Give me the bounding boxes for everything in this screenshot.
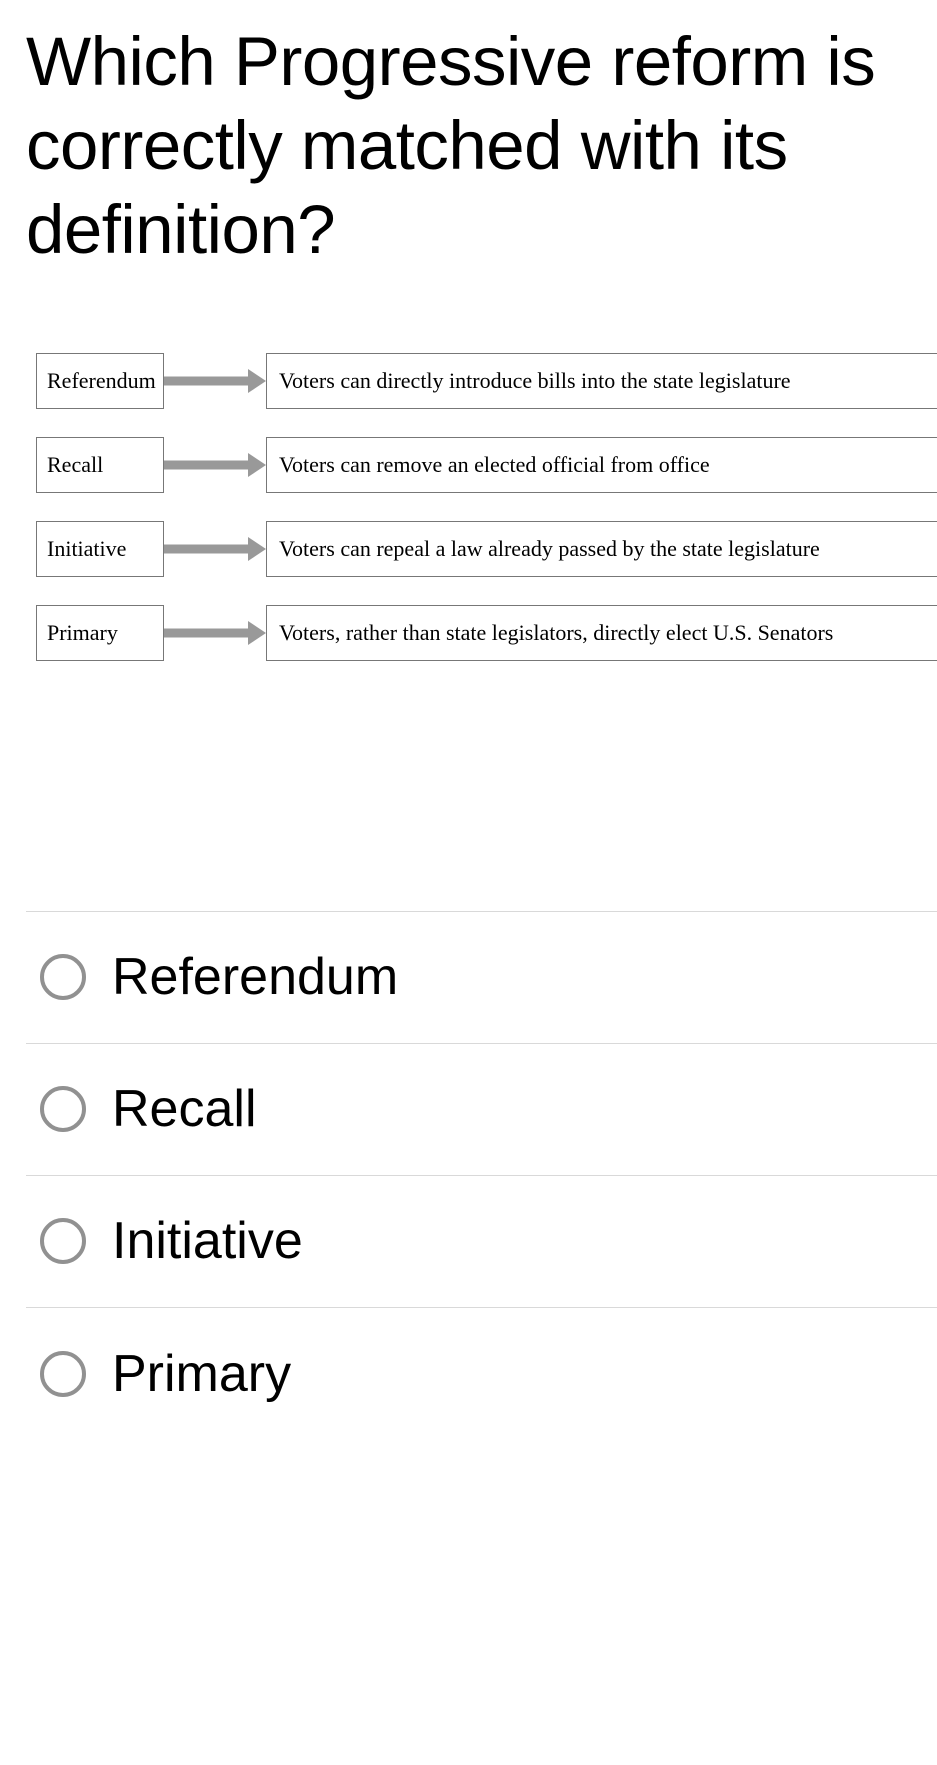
- term-box-recall: Recall: [36, 437, 164, 493]
- arrow-icon: [164, 605, 266, 661]
- term-box-referendum: Referendum: [36, 353, 164, 409]
- answer-options: Referendum Recall Initiative Primary: [26, 911, 937, 1440]
- definition-box: Voters can remove an elected official fr…: [266, 437, 937, 493]
- option-primary[interactable]: Primary: [26, 1308, 937, 1440]
- radio-icon[interactable]: [40, 1351, 86, 1397]
- option-initiative[interactable]: Initiative: [26, 1176, 937, 1308]
- diagram-row: Referendum Voters can directly introduce…: [36, 353, 937, 409]
- radio-icon[interactable]: [40, 1086, 86, 1132]
- option-referendum[interactable]: Referendum: [26, 912, 937, 1044]
- diagram-row: Primary Voters, rather than state legisl…: [36, 605, 937, 661]
- arrow-icon: [164, 353, 266, 409]
- definition-box: Voters can repeal a law already passed b…: [266, 521, 937, 577]
- term-box-initiative: Initiative: [36, 521, 164, 577]
- option-label: Referendum: [112, 947, 398, 1007]
- definitions-diagram: Referendum Voters can directly introduce…: [26, 353, 937, 661]
- diagram-row: Recall Voters can remove an elected offi…: [36, 437, 937, 493]
- option-label: Recall: [112, 1079, 257, 1139]
- option-label: Initiative: [112, 1211, 303, 1271]
- option-label: Primary: [112, 1344, 291, 1404]
- question-title: Which Progressive reform is correctly ma…: [26, 20, 937, 273]
- diagram-row: Initiative Voters can repeal a law alrea…: [36, 521, 937, 577]
- term-box-primary: Primary: [36, 605, 164, 661]
- radio-icon[interactable]: [40, 1218, 86, 1264]
- arrow-icon: [164, 437, 266, 493]
- radio-icon[interactable]: [40, 954, 86, 1000]
- definition-box: Voters can directly introduce bills into…: [266, 353, 937, 409]
- option-recall[interactable]: Recall: [26, 1044, 937, 1176]
- definition-box: Voters, rather than state legislators, d…: [266, 605, 937, 661]
- arrow-icon: [164, 521, 266, 577]
